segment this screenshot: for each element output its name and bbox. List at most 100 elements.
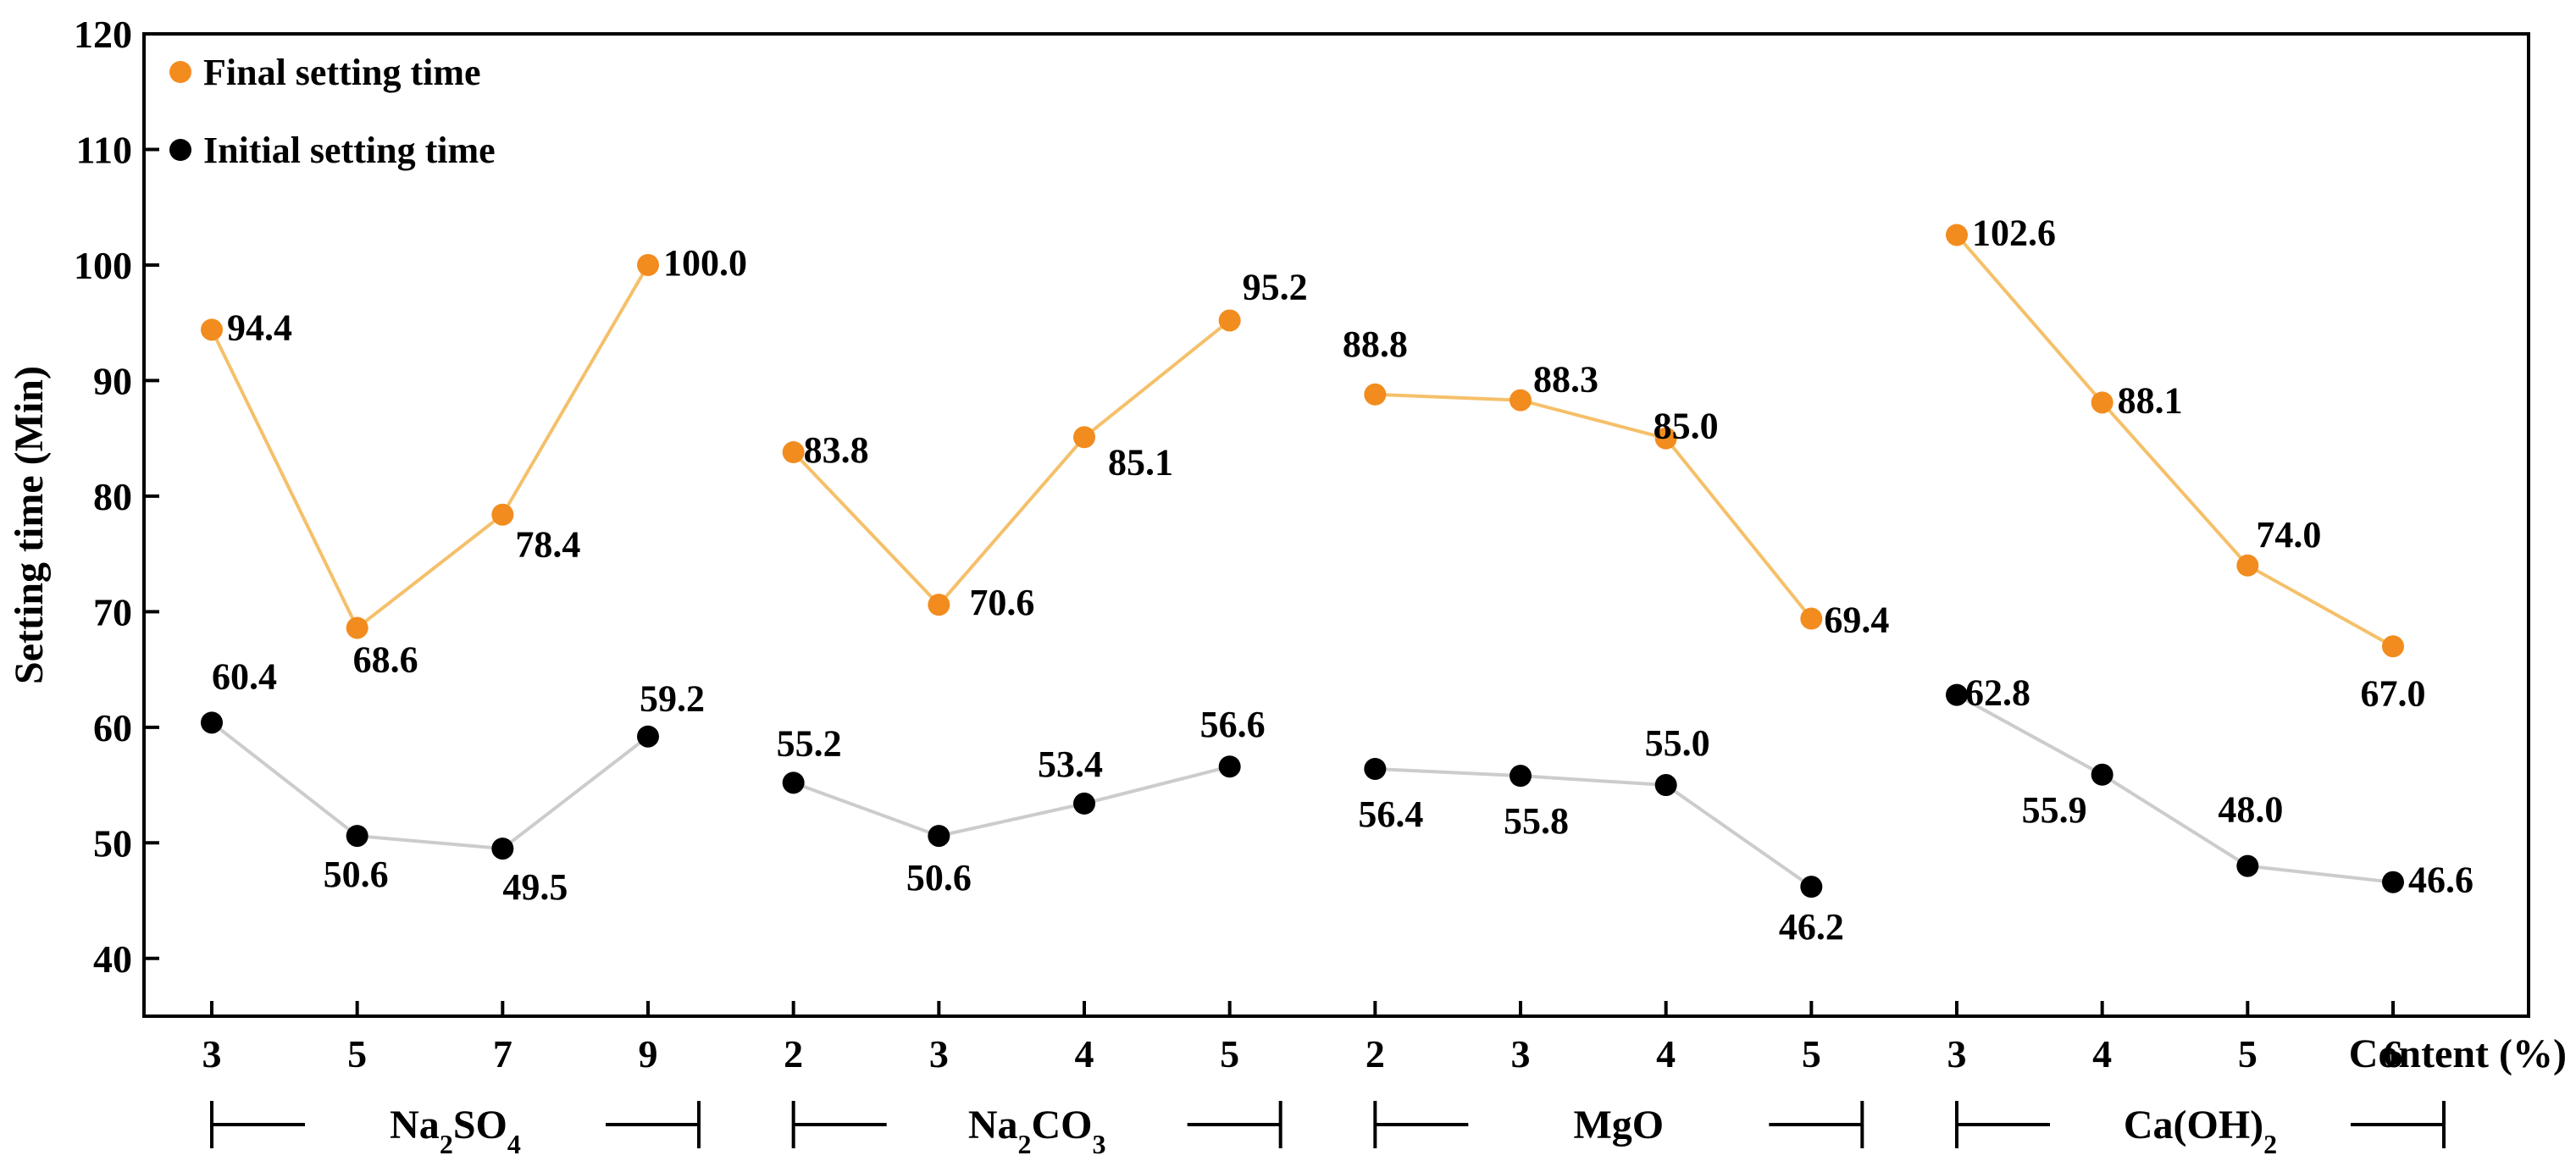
initial-setting-data-label: 56.6 <box>1200 704 1266 745</box>
x-tick-label: 3 <box>1511 1032 1531 1075</box>
final-setting-data-label: 68.6 <box>353 639 418 680</box>
initial-setting-data-label: 53.4 <box>1038 744 1103 785</box>
final-setting-data-label: 102.6 <box>1972 212 2056 253</box>
group-brackets: Na2SO4 Na2CO3 MgO Ca(OH)2 <box>210 1101 2446 1159</box>
x-tick-label: 3 <box>1947 1032 1967 1075</box>
group-label: Na2SO4 <box>390 1103 521 1159</box>
initial-setting-point <box>1510 765 1532 788</box>
y-tick-label: 120 <box>74 13 132 56</box>
group-label: Ca(OH)2 <box>2124 1103 2277 1159</box>
initial-setting-point <box>782 771 805 794</box>
final-setting-point <box>2236 554 2259 577</box>
final-setting-data-label: 70.6 <box>969 582 1034 623</box>
final-setting-point <box>1073 426 1095 449</box>
final-setting-data-label: 88.8 <box>1343 323 1408 365</box>
initial-setting-point <box>2236 854 2259 877</box>
legend: Final setting time Initial setting time <box>169 52 496 171</box>
initial-setting-line-4 <box>1956 693 2394 884</box>
plot-frame <box>142 32 2530 1018</box>
initial-setting-data-label: 59.2 <box>640 678 705 720</box>
group-label: Na2CO3 <box>968 1103 1106 1159</box>
initial-setting-data-label: 55.0 <box>1645 722 1710 764</box>
y-tick-label: 100 <box>74 244 132 287</box>
initial-setting-data-label: 55.9 <box>2022 789 2087 831</box>
final-setting-point <box>2382 635 2404 658</box>
final-setting-point <box>2091 391 2113 414</box>
initial-setting-point <box>2382 871 2404 893</box>
initial-setting-point <box>637 725 659 748</box>
final-setting-point <box>1218 309 1241 332</box>
initial-setting-data-label: 49.5 <box>502 866 568 908</box>
final-setting-data-label: 85.0 <box>1654 406 1719 447</box>
initial-setting-point <box>1946 683 1968 706</box>
initial-setting-point <box>1218 755 1241 778</box>
initial-setting-point <box>1654 774 1677 797</box>
x-tick-label: 7 <box>493 1032 512 1075</box>
final-setting-data-label: 88.1 <box>2118 379 2183 421</box>
initial-setting-point <box>491 838 514 860</box>
initial-setting-data-label: 60.4 <box>212 655 277 697</box>
final-setting-line-1 <box>210 263 650 631</box>
initial-setting-data-label: 48.0 <box>2218 789 2283 831</box>
initial-setting-data-label: 56.4 <box>1358 793 1423 835</box>
final-setting-data-label: 85.1 <box>1108 441 1173 483</box>
x-tick-label: 3 <box>929 1032 949 1075</box>
series-lines <box>210 234 2394 888</box>
x-tick-label: 5 <box>1220 1032 1239 1075</box>
x-axis-title: Content (%) <box>2349 1031 2567 1076</box>
final-setting-data-label: 88.3 <box>1533 359 1598 401</box>
group-label: MgO <box>1574 1103 1665 1147</box>
final-setting-point <box>1946 224 1968 246</box>
legend-label-initial: Initial setting time <box>203 130 496 171</box>
final-setting-point <box>1654 427 1677 450</box>
y-tick-label: 40 <box>93 937 132 981</box>
y-tick-label: 50 <box>93 821 132 865</box>
initial-setting-point <box>201 711 223 734</box>
x-tick-label: 2 <box>1366 1032 1385 1075</box>
final-setting-point <box>928 594 950 616</box>
initial-setting-point <box>346 825 368 848</box>
final-setting-point <box>1800 607 1823 630</box>
legend-marker-initial <box>169 139 191 161</box>
legend-marker-final <box>169 61 191 83</box>
initial-setting-data-label: 46.2 <box>1779 906 1844 948</box>
x-tick-label: 5 <box>1802 1032 1821 1075</box>
final-setting-point <box>346 616 368 639</box>
initial-setting-data-label: 46.6 <box>2408 860 2474 901</box>
final-setting-line-4 <box>1955 234 2394 649</box>
final-setting-data-label: 78.4 <box>515 524 580 566</box>
initial-setting-data-label: 50.6 <box>324 854 389 895</box>
y-tick-label: 60 <box>93 706 132 749</box>
series-points <box>201 224 2404 898</box>
initial-setting-point <box>1364 757 1387 780</box>
final-setting-point <box>491 503 514 526</box>
final-setting-data-label: 67.0 <box>2361 672 2426 714</box>
final-setting-point <box>1364 383 1387 406</box>
axes: 40 50 60 70 80 90 100 110 120 3 5 7 9 2 3 4 5 2 3 4 5 3 4 5 6Con… <box>7 13 2567 1076</box>
x-tick-label: 4 <box>1656 1032 1676 1075</box>
initial-setting-data-label: 62.8 <box>1965 672 2030 714</box>
initial-setting-data-label: 55.8 <box>1504 800 1569 842</box>
initial-setting-point <box>2091 763 2113 786</box>
initial-setting-line-3 <box>1375 766 1813 888</box>
data-labels: 94.4 68.6 78.4 100.0 60.4 50.6 49.5 59.2 83.8 70.… <box>212 212 2474 948</box>
initial-setting-line-2 <box>792 765 1231 838</box>
x-tick-label: 3 <box>202 1032 222 1075</box>
x-tick-label: 4 <box>1075 1032 1094 1075</box>
x-tick-label: 6 <box>2384 1032 2403 1075</box>
legend-label-final: Final setting time <box>203 52 481 93</box>
y-tick-label: 70 <box>93 590 132 633</box>
initial-setting-data-label: 55.2 <box>777 722 842 764</box>
final-setting-data-label: 95.2 <box>1243 266 1308 307</box>
y-tick-label: 90 <box>93 359 132 402</box>
x-tick-label: 4 <box>2092 1032 2112 1075</box>
y-tick-label: 110 <box>76 128 132 171</box>
initial-setting-point <box>1800 876 1823 898</box>
x-tick-label: 5 <box>2238 1032 2257 1075</box>
final-setting-data-label: 69.4 <box>1824 600 1889 641</box>
initial-setting-data-label: 50.6 <box>906 857 972 898</box>
x-tick-label: 9 <box>639 1032 658 1075</box>
initial-setting-point <box>1073 792 1095 815</box>
y-tick-label: 80 <box>93 475 132 518</box>
